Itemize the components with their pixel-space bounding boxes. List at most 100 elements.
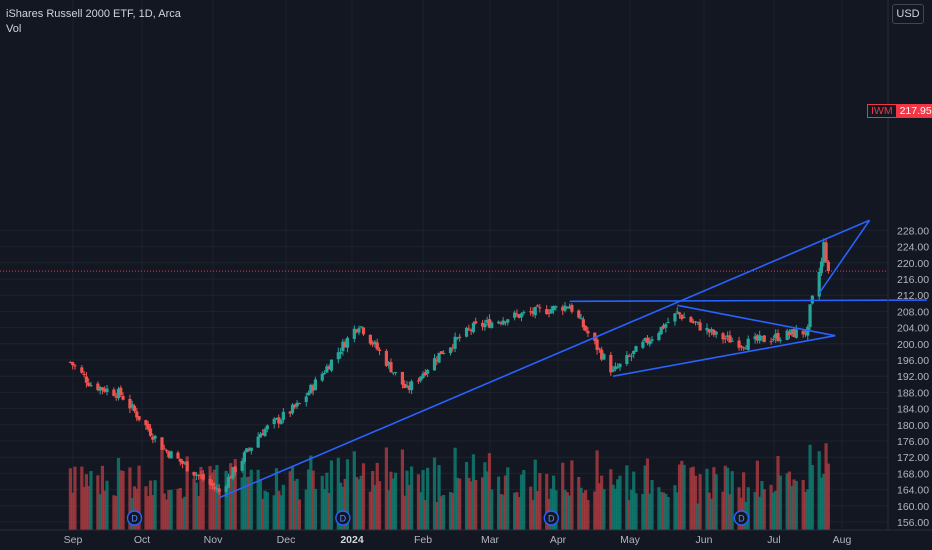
volume-bar [822,473,826,530]
candle-body [387,361,391,366]
candle-body [197,474,201,476]
symbol-title[interactable]: iShares Russell 2000 ETF, 1D, Arca [6,8,181,20]
candle-body [453,336,457,349]
candle-body [586,330,590,334]
volume-bar [776,456,780,530]
candle-body [341,341,345,352]
candle-body [375,342,379,350]
candle-body [499,322,503,324]
candle-body [183,462,187,464]
candle-body [306,392,311,396]
volume-bar [753,491,757,530]
volume-bar [247,476,251,530]
volume-bar [84,474,89,530]
volume-bar [119,470,123,530]
volume-bar [696,503,700,530]
volume-bar [824,443,828,530]
volume-bar [371,470,375,530]
candles [68,238,830,497]
trendline[interactable] [218,219,870,499]
volume-bar [403,495,407,530]
candle-body [215,488,219,490]
candle-body [231,467,235,479]
volume-bar [806,489,810,530]
candle-body [645,337,650,343]
time-tick-label: Jul [767,534,780,546]
volume-bar [359,475,363,530]
trendline[interactable] [677,304,836,337]
volume-indicator-label[interactable]: Vol [6,23,22,35]
dividend-marker[interactable] [733,510,750,526]
candle-body [199,475,203,477]
volume-bar [693,475,698,530]
candle-body [705,327,709,331]
volume-bar [96,475,100,530]
volume-bar [199,466,203,530]
candle-body [71,362,75,366]
candle-body [774,333,778,339]
volume-bar [121,470,125,530]
trendline[interactable] [818,219,871,294]
volume-bar [148,480,153,530]
volume-bar [758,496,762,530]
volume-bar [144,486,148,530]
candle-body [744,348,748,350]
trendline[interactable] [569,299,927,303]
dividend-marker[interactable] [335,510,351,526]
volume-bar [341,486,345,530]
candle-body [435,359,439,361]
dividend-marker[interactable] [126,510,143,526]
candle-body [723,338,727,340]
volume-bar [503,475,508,530]
volume-bar [407,484,411,530]
candle-body [790,329,794,335]
candle-body [753,336,757,340]
volume-bar [162,493,166,530]
volume-bar [787,471,792,530]
trendline[interactable] [612,334,836,377]
volume-bar [442,494,446,530]
dividend-marker[interactable] [543,510,559,526]
volume-bar [819,477,824,530]
candle-body [148,428,153,436]
candle-body [263,429,267,436]
candle-body [792,329,796,338]
candle-body [73,365,77,367]
candle-body [87,382,91,386]
volume-bar [272,495,276,530]
volume-bar [132,486,137,530]
volume-bar [146,496,150,530]
price-axis[interactable]: 156.00 160.00 164.00 168.00 172.00 176.00 180.… [897,225,929,529]
volume-bar [213,469,217,530]
candle-body [474,321,478,324]
time-axis[interactable]: Sep Oct Nov Dec 2024 Feb Mar Apr May Jun Jul Aug [64,534,852,546]
candle-body [325,366,329,373]
price-tick-label: 156.00 [897,517,929,529]
volume-bar [309,455,313,530]
volume-bar [194,482,198,530]
last-price-tag: IWM 217.95 [867,104,932,118]
volume-bar [737,487,741,530]
currency-button[interactable]: USD [892,4,924,24]
volume-bar [565,492,569,530]
candle-body [714,331,718,335]
volume-bar [249,469,253,530]
volume-bar [568,495,572,530]
volume-bar [469,481,473,530]
trendline-drawings[interactable] [218,219,927,499]
volume-bar [600,475,604,530]
candle-body [135,411,139,418]
candle-body [547,312,551,314]
time-tick-label: Apr [550,534,567,546]
candle-body [554,306,558,308]
volume-bar [112,495,116,530]
candle-body [176,452,180,459]
volume-bar [164,499,169,530]
volume-bar [535,490,540,530]
volume-bar [100,465,105,530]
price-tick-label: 184.00 [897,404,929,416]
candle-body [293,404,297,408]
volume-bar [416,474,421,530]
